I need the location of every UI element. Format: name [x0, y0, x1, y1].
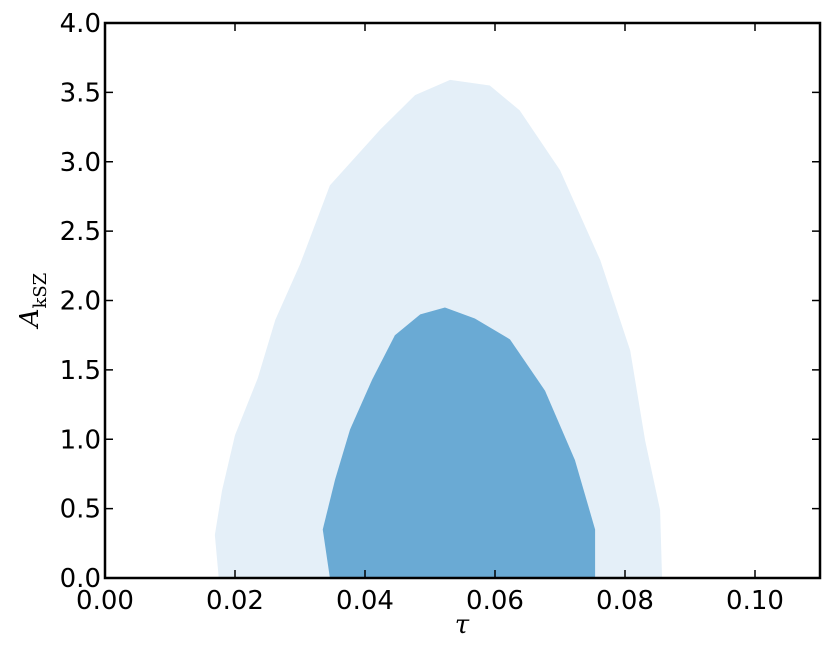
- x-tick-label: 0.10: [726, 586, 784, 616]
- y-tick-label: 1.0: [60, 425, 101, 455]
- y-tick-label: 2.5: [60, 217, 101, 247]
- x-tick-label: 0.00: [76, 586, 134, 616]
- x-axis-label: τ: [455, 610, 470, 640]
- y-tick-label: 0.5: [60, 495, 101, 525]
- y-tick-label: 3.0: [60, 148, 101, 178]
- x-tick-label: 0.06: [466, 586, 524, 616]
- x-tick-label: 0.04: [336, 586, 394, 616]
- x-tick-label: 0.02: [206, 586, 264, 616]
- y-tick-label: 0.0: [60, 564, 101, 594]
- x-tick-label: 0.08: [596, 586, 654, 616]
- y-tick-label: 3.5: [60, 78, 101, 108]
- y-axis-label-sub: kSZ: [30, 273, 51, 309]
- y-tick-label: 2.0: [60, 287, 101, 317]
- y-tick-label: 4.0: [60, 9, 101, 39]
- y-axis-label: AkSZ: [15, 273, 51, 330]
- y-tick-label: 1.5: [60, 356, 101, 386]
- contour-region: [322, 307, 596, 578]
- plot-frame: [103, 21, 822, 580]
- y-axis-label-main: A: [15, 308, 45, 329]
